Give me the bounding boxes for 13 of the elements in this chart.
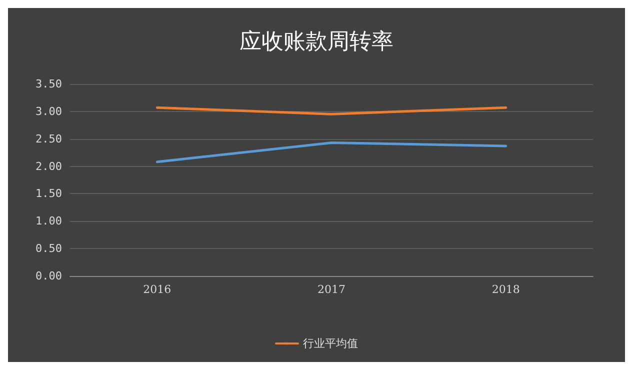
x-tick-label: 2018 xyxy=(492,283,520,296)
x-tick-label: 2017 xyxy=(318,283,346,296)
y-tick-label: 0.00 xyxy=(36,270,62,282)
chart-title: 应收账款周转率 xyxy=(240,30,394,54)
y-tick-label: 0.50 xyxy=(36,242,62,256)
legend-label: 行业平均值 xyxy=(303,337,358,350)
x-tick-label: 2016 xyxy=(143,283,172,296)
y-tick-label: 1.50 xyxy=(36,187,62,200)
y-tick-label: 2.50 xyxy=(36,132,62,146)
y-tick-label: 1.00 xyxy=(36,214,62,228)
y-tick-label: 3.50 xyxy=(36,78,62,90)
y-tick-label: 2.00 xyxy=(36,160,62,173)
y-tick-label: 3.00 xyxy=(36,104,62,118)
